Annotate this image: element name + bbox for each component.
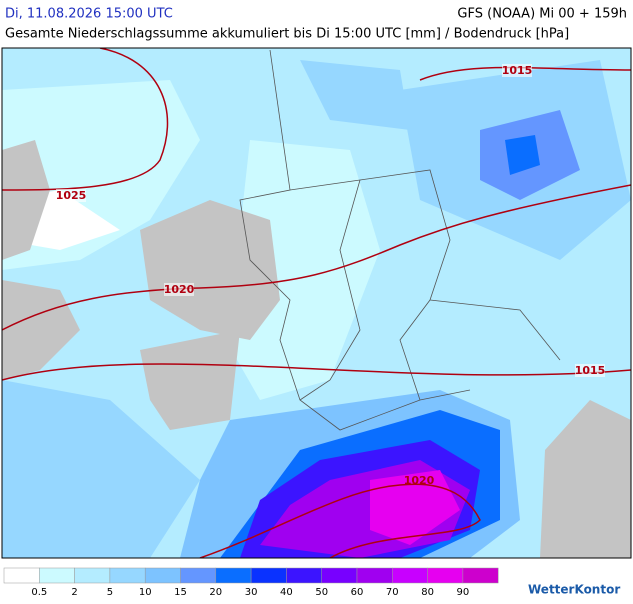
legend-swatch <box>215 567 252 584</box>
isobar-label: 1020 <box>164 283 195 296</box>
legend-swatch <box>180 567 217 584</box>
isobar-label: 1020 <box>404 474 435 487</box>
legend-label: 70 <box>386 587 399 598</box>
legend-swatch <box>109 567 146 584</box>
isobar-label: 1025 <box>56 189 87 202</box>
isobar-label: 1015 <box>575 364 606 377</box>
legend-swatch <box>321 567 358 584</box>
legend-label: 50 <box>315 587 328 598</box>
legend-label: 10 <box>139 587 152 598</box>
legend-swatch <box>462 567 499 584</box>
model: GFS (NOAA) Mi 00 + 159h <box>457 7 627 22</box>
legend-label: 40 <box>280 587 293 598</box>
legend-label: 15 <box>174 587 187 598</box>
legend-swatch <box>250 567 287 584</box>
legend-label: 30 <box>245 587 258 598</box>
legend-swatch <box>427 567 464 584</box>
isobar-label: 1015 <box>502 64 533 77</box>
legend-swatch <box>3 567 40 584</box>
legend: 0.5 2 5 10 15 20 30 40 50 60 70 80 90 <box>3 567 499 598</box>
legend-label: 60 <box>351 587 364 598</box>
subtitle: Gesamte Niederschlagssumme akkumuliert b… <box>5 27 569 42</box>
legend-swatch <box>392 567 428 584</box>
date: Di, 11.08.2026 15:00 UTC <box>5 7 173 22</box>
map: 1015 1025 1020 1015 1020 <box>1 47 632 559</box>
legend-swatch <box>74 567 111 584</box>
legend-label: 5 <box>107 587 113 598</box>
legend-swatch <box>144 567 181 584</box>
legend-label: 20 <box>209 587 222 598</box>
legend-label: 90 <box>457 587 470 598</box>
legend-swatch <box>286 567 322 584</box>
legend-label: 80 <box>421 587 434 598</box>
legend-label: 2 <box>71 587 77 598</box>
legend-label: 0.5 <box>31 587 47 598</box>
legend-swatch <box>39 567 75 584</box>
logo: WetterKontor <box>528 583 620 597</box>
legend-swatch <box>356 567 393 584</box>
